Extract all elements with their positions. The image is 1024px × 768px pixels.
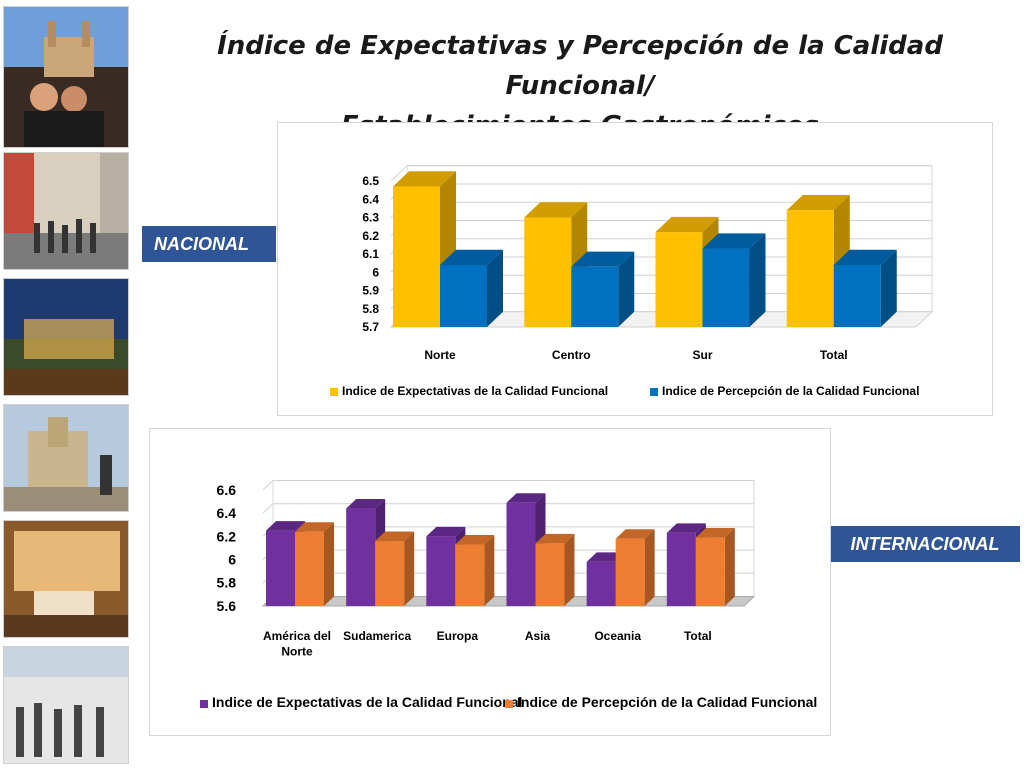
grid-side-line xyxy=(262,480,274,491)
bar-internacional-s0-c3 xyxy=(506,493,546,606)
airport-travelers-photo xyxy=(3,646,129,764)
night-terrace-photo xyxy=(3,278,129,396)
legend-swatch xyxy=(200,700,208,708)
y-tick-label: 6.3 xyxy=(362,211,379,225)
y-tick-label: 6.4 xyxy=(362,192,379,206)
y-tick-label: 5.8 xyxy=(362,302,379,316)
y-tick-label: 5.7 xyxy=(362,320,379,334)
bar-nacional-s1-c0 xyxy=(440,249,503,327)
bar-internacional-s1-c1 xyxy=(375,531,415,606)
y-tick-label: 6.2 xyxy=(362,229,379,243)
nacional-chart-svg: 6.5 6.4 6.3 6.2 6.1 6 5.9 5.8 5.7 Norte Centro Sur T… xyxy=(330,165,934,398)
category-label: Centro xyxy=(552,348,591,362)
category-label: Sudamerica xyxy=(343,629,411,643)
bar-nacional-s1-c2 xyxy=(702,233,766,327)
photo-sidebar xyxy=(3,6,129,764)
bar-nacional-s0-c0 xyxy=(393,171,456,327)
cathedral-tourists-photo xyxy=(3,6,129,148)
legend-swatch xyxy=(505,700,513,708)
legend-swatch xyxy=(650,388,658,396)
y-tick-label: 5.9 xyxy=(362,284,379,298)
legend-label: Indice de Percepción de la Calidad Funci… xyxy=(662,384,919,398)
nacional-label: NACIONAL xyxy=(142,226,276,262)
legend-label: Indice de Expectativas de la Calidad Fun… xyxy=(342,384,608,398)
y-tick-label: 6 xyxy=(228,552,236,568)
y-tick-label: 6.1 xyxy=(362,247,379,261)
category-label: Sur xyxy=(692,348,712,362)
y-tick-label: 6.6 xyxy=(217,482,237,498)
category-label: Total xyxy=(684,629,712,643)
y-tick-label: 6.5 xyxy=(362,174,379,188)
bar-internacional-s1-c3 xyxy=(535,533,575,606)
internacional-label: INTERNACIONAL xyxy=(830,526,1020,562)
y-tick-label: 6.4 xyxy=(217,505,237,521)
category-label: Oceania xyxy=(594,629,641,643)
category-label: Asia xyxy=(525,629,551,643)
y-tick-label: 5.6 xyxy=(217,598,237,614)
title-line-1: Índice de Expectativas y Percepción de l… xyxy=(217,31,943,101)
category-label: Norte xyxy=(424,348,456,362)
bar-internacional-s1-c0 xyxy=(295,522,334,606)
grid-side-line xyxy=(262,503,274,514)
internacional-chart: 6.6 6.4 6.2 6 5.8 5.6 América del Norte Sudameri… xyxy=(149,428,831,736)
legend-label: Indice de Expectativas de la Calidad Fun… xyxy=(212,694,522,710)
legend-label: Indice de Percepción de la Calidad Funci… xyxy=(517,694,817,710)
hotel-room-photo xyxy=(3,520,129,638)
church-plaza-photo xyxy=(3,404,129,512)
legend-swatch xyxy=(330,388,338,396)
bar-nacional-s1-c1 xyxy=(571,251,635,327)
bar-nacional-s1-c3 xyxy=(833,249,897,327)
category-label: Total xyxy=(820,348,848,362)
bar-internacional-s1-c4 xyxy=(615,529,655,606)
street-crowd-photo xyxy=(3,152,129,270)
category-label: Europa xyxy=(437,629,479,643)
category-label: América del Norte xyxy=(263,629,331,659)
y-tick-label: 6.2 xyxy=(217,528,237,544)
bar-internacional-s1-c5 xyxy=(695,528,735,606)
grid-side-line xyxy=(390,165,408,182)
internacional-chart-svg: 6.6 6.4 6.2 6 5.8 5.6 América del Norte Sudameri… xyxy=(200,480,817,710)
y-tick-label: 5.8 xyxy=(217,575,237,591)
nacional-chart: 6.5 6.4 6.3 6.2 6.1 6 5.9 5.8 5.7 Norte Centro Sur T… xyxy=(277,122,993,416)
y-tick-label: 6 xyxy=(372,265,379,279)
bar-internacional-s1-c2 xyxy=(455,535,495,606)
